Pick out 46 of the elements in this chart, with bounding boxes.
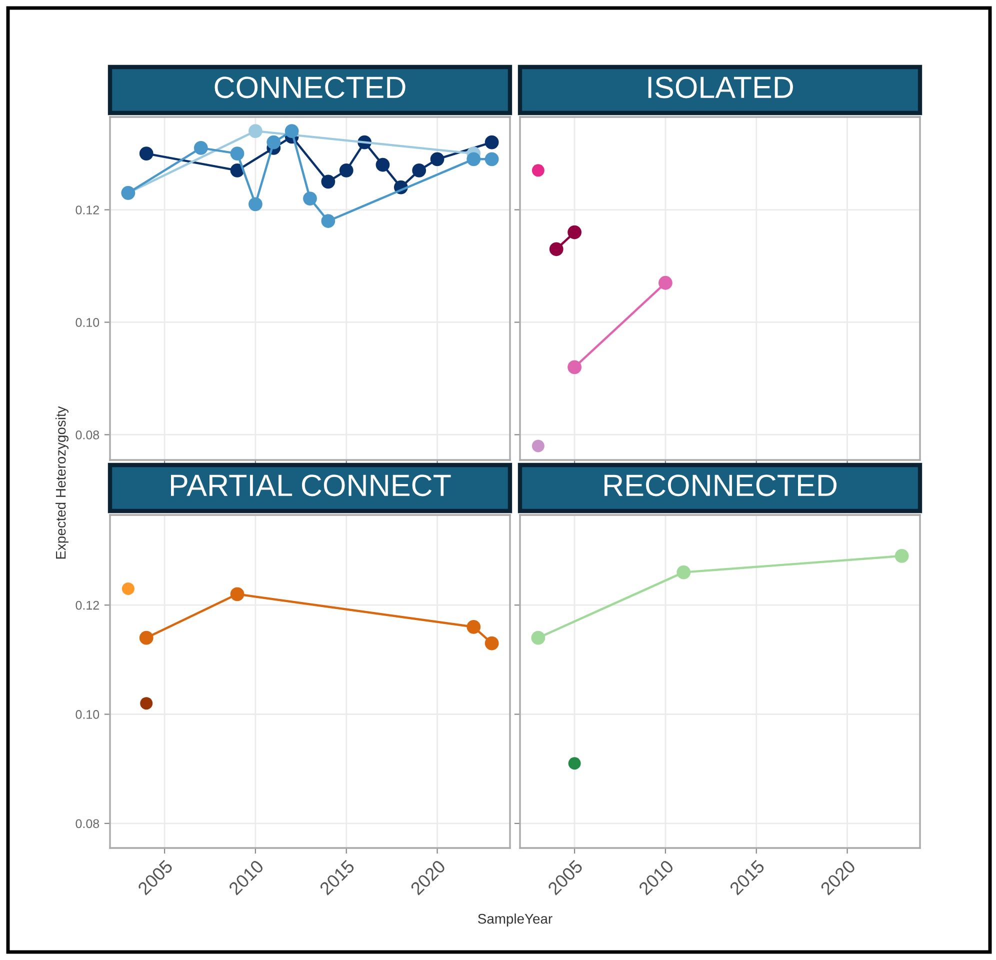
- y-tick-label: 0.10: [76, 318, 100, 327]
- point: [248, 124, 262, 138]
- chart-title: RECONNECTED: [604, 474, 837, 496]
- chart-title: ISOLATED: [648, 76, 793, 98]
- point: [466, 620, 481, 634]
- y-axis-title: Expected Heterozygosity: [56, 406, 68, 559]
- point: [303, 192, 317, 206]
- y-tick-label: 0.12: [76, 206, 99, 214]
- point: [484, 152, 499, 166]
- point: [894, 549, 909, 563]
- point: [284, 124, 299, 138]
- point: [139, 630, 154, 645]
- point: [531, 630, 546, 645]
- point: [549, 242, 564, 256]
- point: [658, 276, 672, 290]
- point: [676, 565, 691, 580]
- point: [430, 152, 444, 166]
- y-tick-label: 0.10: [76, 710, 100, 719]
- x-axis-title: SampleYear: [478, 914, 552, 926]
- point: [532, 440, 544, 452]
- point: [484, 135, 499, 150]
- point: [140, 697, 153, 710]
- point: [194, 140, 208, 155]
- point: [339, 163, 354, 178]
- point: [376, 158, 390, 172]
- point: [139, 146, 154, 160]
- point: [568, 225, 582, 240]
- point: [321, 174, 336, 189]
- point: [230, 587, 244, 602]
- point: [321, 214, 336, 228]
- point: [248, 197, 262, 212]
- point: [412, 163, 426, 178]
- y-tick-label: 0.12: [76, 600, 99, 610]
- point: [230, 163, 244, 178]
- point: [532, 164, 544, 177]
- point: [466, 152, 481, 166]
- y-tick-label: 0.08: [76, 819, 100, 828]
- y-tick-label: 0.08: [76, 430, 100, 440]
- point: [484, 636, 499, 650]
- point: [266, 135, 281, 150]
- chart-title: CONNECTED: [214, 76, 406, 98]
- point: [230, 146, 244, 160]
- chart-title: PARTIAL CONNECT: [171, 474, 451, 496]
- point: [568, 360, 582, 374]
- point: [568, 757, 581, 770]
- point: [122, 582, 134, 595]
